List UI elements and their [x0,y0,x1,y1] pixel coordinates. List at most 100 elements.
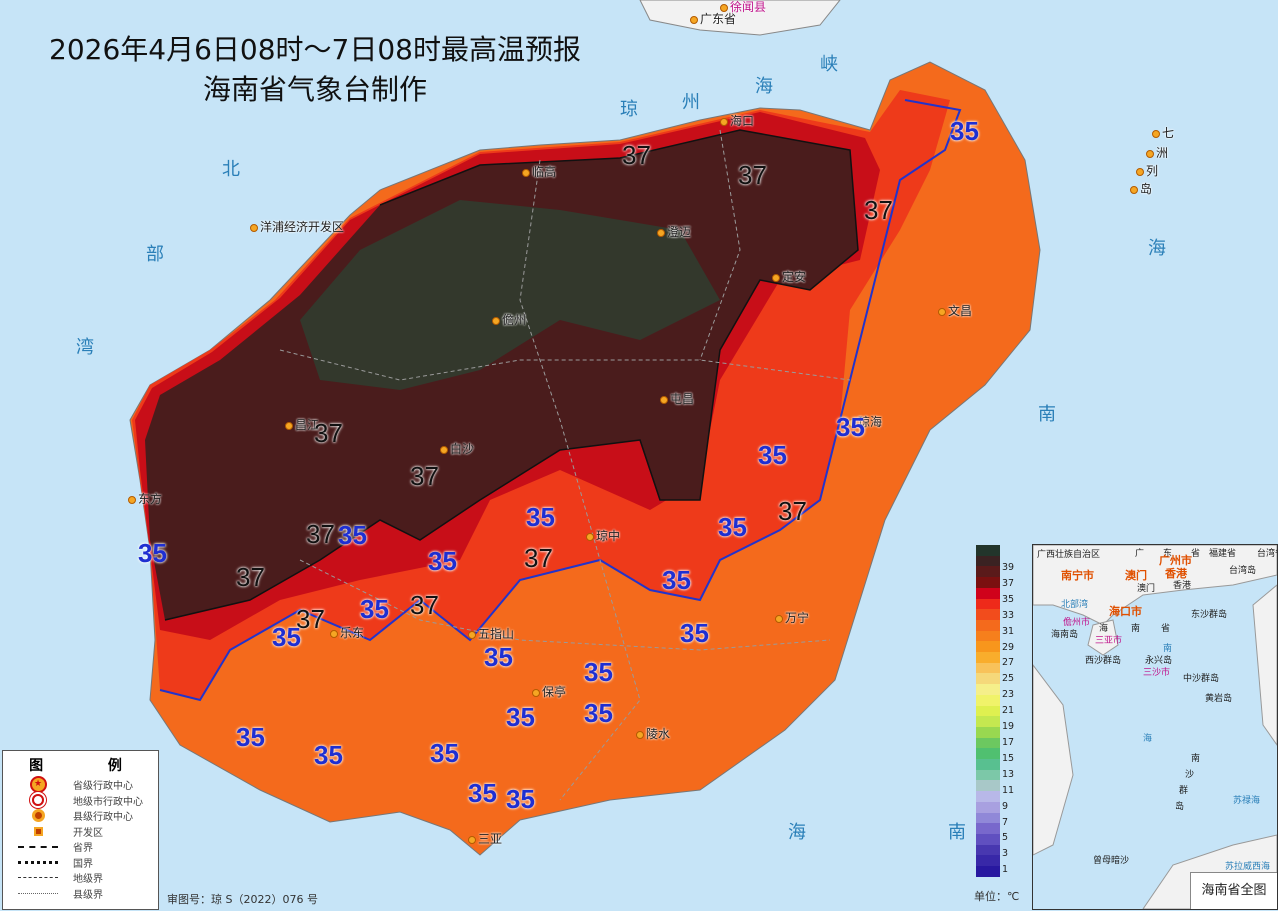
sea-label: 海 [788,822,806,843]
colorbar-swatch [976,684,1000,695]
island-label: 岛 [1130,180,1152,197]
inset-label: 海 [1099,624,1109,634]
colorbar-tick: 31 [1002,625,1015,637]
colorbar-swatch [976,748,1000,760]
contour-label-35: 35 [680,618,709,648]
inset-label: 南 [1131,624,1141,634]
colorbar-swatch [976,759,1000,770]
contour-label-35: 35 [314,740,343,770]
colorbar-swatch [976,780,1000,792]
city-lingshui: 陵水 [636,725,670,742]
contour-label-37: 37 [738,160,767,190]
inset-label: 省 [1191,549,1201,559]
city-yangpu: 洋浦经济开发区 [250,218,344,235]
city-danzhou: 儋州 [492,311,526,328]
contour-label-35: 35 [272,622,301,652]
colorbar-swatch [976,609,1000,620]
contour-label-35: 35 [360,594,389,624]
sea-label: 海 [1148,238,1166,259]
legend-item: 县级行政中心 [3,808,158,824]
inset-label: 省 [1161,624,1171,634]
inset-label: 永兴岛 [1145,656,1173,666]
inset-label: 北部湾 [1061,600,1089,610]
colorbar-tick: 35 [1002,593,1015,605]
colorbar-swatch [976,555,1000,567]
colorbar-swatch [976,577,1000,588]
sea-label: 州 [682,92,700,113]
colorbar-swatch [976,545,1000,556]
contour-label-37: 37 [410,461,439,491]
colorbar-tick: 25 [1002,673,1015,685]
colorbar-tick: 5 [1002,832,1009,844]
inset-label: 台湾岛 [1229,566,1257,576]
inset-label: 三亚市 [1095,636,1123,646]
contour-label-37: 37 [296,604,325,634]
island-label: 七 [1152,124,1174,141]
star-circle-icon: ★ [29,776,47,794]
colorbar-swatch [976,619,1000,631]
inset-label: 广西壮族自治区 [1037,550,1101,560]
contour-label-35: 35 [758,440,787,470]
contour-label-37: 37 [410,590,439,620]
colorbar-tick: 1 [1002,864,1009,876]
city-dingan: 定安 [772,268,806,285]
inset-label: 曾母暗沙 [1093,856,1130,866]
contour-label-35: 35 [950,116,979,146]
colorbar-swatch [976,791,1000,802]
colorbar-swatch [976,652,1000,663]
contour-label-37: 37 [524,543,553,573]
colorbar-swatch [976,855,1000,867]
inset-title: 海南省全图 [1190,872,1277,909]
legend-item: 国界 [3,855,158,871]
colorbar-tick: 37 [1002,577,1015,589]
island-label: 洲 [1146,144,1168,161]
colorbar-tick: 21 [1002,705,1015,717]
colorbar-tick: 9 [1002,800,1009,812]
contour-label-37: 37 [778,496,807,526]
colorbar-swatch [976,769,1000,781]
colorbar-swatch [976,823,1000,834]
inset-label: 苏拉威西海 [1225,862,1271,872]
city-chengmai: 澄迈 [657,223,691,240]
inset-label: 沙 [1185,770,1195,780]
map-approval-number: 审图号：琼 S（2022）076 号 [167,893,318,906]
colorbar-swatch [976,630,1000,642]
contour-line-35 [159,99,962,702]
colorbar-swatch [976,716,1000,727]
square-dot-icon [33,826,43,836]
legend-item: 地级市行政中心 [3,793,158,809]
inset-land [1033,545,1277,909]
sea-label: 部 [146,244,164,265]
inset-label: 黄岩岛 [1205,694,1233,704]
county-boundary-icon [18,892,58,894]
colorbar-tick: 27 [1002,657,1015,669]
title-line1: 2026年4月6日08时～7日08时最高温预报 [49,33,581,66]
zone-40 [300,200,720,390]
contour-label-37: 37 [236,562,265,592]
inset-label: 海 [1143,734,1153,744]
island-label: 列 [1136,162,1158,179]
sea-label: 琼 [620,99,638,120]
inset-label: 东沙群岛 [1191,610,1228,620]
colorbar-tick: 7 [1002,816,1009,828]
colorbar-swatch [976,801,1000,813]
city-wuzhishan: 五指山 [468,625,514,642]
inset-label: 群 [1179,786,1189,796]
map-title: 2026年4月6日08时～7日08时最高温预报 海南省气象台制作 [20,30,610,110]
colorbar-tick: 33 [1002,609,1015,621]
city-ledong: 乐东 [330,624,364,641]
province-boundary-icon [18,845,58,848]
city-qionghai: 琼海 [848,413,882,430]
contour-label-35: 35 [236,722,265,752]
legend-item: 县级界 [3,886,158,902]
legend-item: ★ 省级行政中心 [3,776,158,794]
inset-label: 香港 [1165,567,1187,580]
dot-circle-icon [31,809,45,823]
inset-label: 中沙群岛 [1183,674,1220,684]
city-wanning: 万宁 [775,609,809,626]
legend-title: 图 例 [29,758,152,774]
colorbar-swatch [976,726,1000,738]
sea-label: 峡 [820,54,838,75]
inset-label: 台湾省 [1257,549,1277,559]
contour-label-35: 35 [428,546,457,576]
